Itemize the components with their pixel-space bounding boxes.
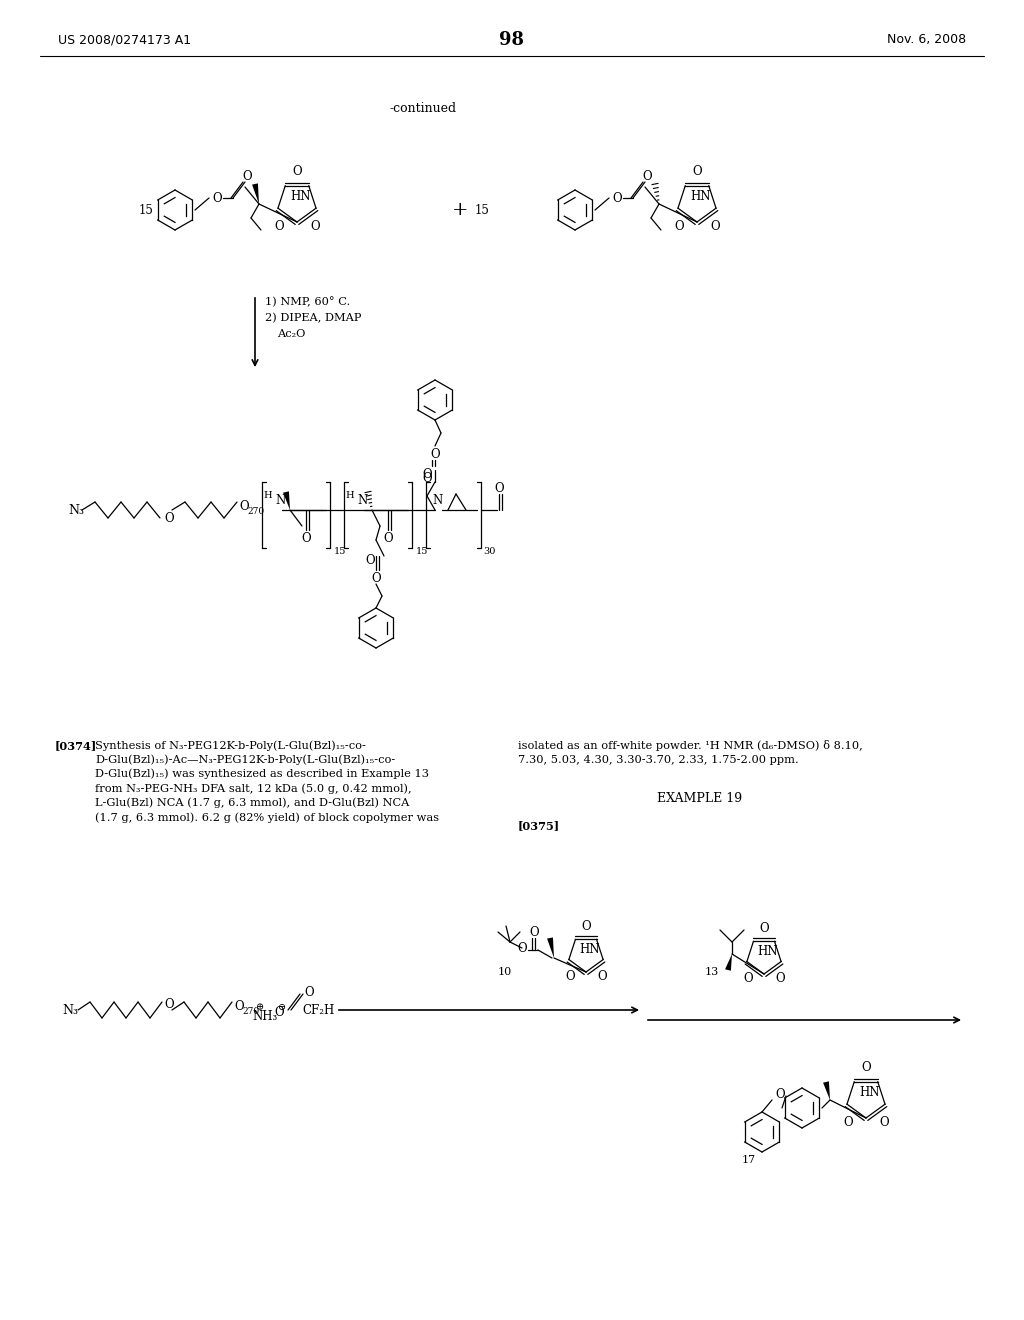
Text: 10: 10 <box>498 968 512 977</box>
Text: N: N <box>432 494 442 507</box>
Text: O: O <box>775 1088 784 1101</box>
Text: 270: 270 <box>247 507 264 516</box>
Text: H: H <box>264 491 272 500</box>
Text: N₃: N₃ <box>68 503 84 516</box>
Text: O: O <box>422 471 432 484</box>
Polygon shape <box>283 491 290 510</box>
Text: O: O <box>675 220 684 232</box>
Text: Synthesis of N₃-PEG12K-b-Poly(L-Glu(Bzl)₁₅-co-
D-Glu(Bzl)₁₅)-Ac—N₃-PEG12K-b-Poly: Synthesis of N₃-PEG12K-b-Poly(L-Glu(Bzl)… <box>95 741 439 822</box>
Text: O: O <box>292 165 302 178</box>
Text: O: O <box>430 447 440 461</box>
Text: O: O <box>274 220 284 232</box>
Text: 98: 98 <box>500 30 524 49</box>
Text: O: O <box>844 1115 853 1129</box>
Text: HN: HN <box>290 190 310 203</box>
Polygon shape <box>252 183 259 205</box>
Text: O: O <box>164 998 174 1011</box>
Text: O: O <box>243 170 252 183</box>
Text: 1) NMP, 60° C.: 1) NMP, 60° C. <box>265 297 350 308</box>
Text: O: O <box>422 467 432 480</box>
Text: O: O <box>612 191 622 205</box>
Text: N: N <box>357 494 368 507</box>
Text: 15: 15 <box>475 203 489 216</box>
Text: -continued: -continued <box>390 102 457 115</box>
Text: O: O <box>301 532 311 544</box>
Text: US 2008/0274173 A1: US 2008/0274173 A1 <box>58 33 191 46</box>
Text: HN: HN <box>758 945 778 958</box>
Text: O: O <box>310 220 319 232</box>
Text: NH₃: NH₃ <box>252 1010 278 1023</box>
Text: O: O <box>775 972 785 985</box>
Text: O: O <box>529 925 539 939</box>
Text: O: O <box>274 1006 284 1019</box>
Text: Nov. 6, 2008: Nov. 6, 2008 <box>887 33 966 46</box>
Text: N₃: N₃ <box>62 1003 78 1016</box>
Text: O: O <box>642 170 652 183</box>
Text: O: O <box>879 1115 889 1129</box>
Text: [0375]: [0375] <box>518 820 560 832</box>
Text: O: O <box>759 921 769 935</box>
Text: ⊖: ⊖ <box>278 1003 286 1012</box>
Text: O: O <box>565 970 574 983</box>
Text: O: O <box>495 482 504 495</box>
Text: O: O <box>212 191 222 205</box>
Polygon shape <box>547 937 554 958</box>
Text: O: O <box>383 532 393 544</box>
Text: O: O <box>743 972 753 985</box>
Text: O: O <box>234 999 244 1012</box>
Text: 13: 13 <box>705 968 719 977</box>
Text: O: O <box>371 572 381 585</box>
Text: EXAMPLE 19: EXAMPLE 19 <box>657 792 742 805</box>
Text: +: + <box>452 201 468 219</box>
Text: N: N <box>275 494 286 507</box>
Polygon shape <box>725 954 732 970</box>
Text: O: O <box>861 1061 870 1074</box>
Text: 15: 15 <box>139 203 154 216</box>
Text: isolated as an off-white powder. ¹H NMR (d₆-DMSO) δ 8.10,
7.30, 5.03, 4.30, 3.30: isolated as an off-white powder. ¹H NMR … <box>518 741 863 764</box>
Text: [0374]: [0374] <box>55 741 97 751</box>
Text: O: O <box>517 941 526 954</box>
Text: O: O <box>366 553 375 566</box>
Text: 270: 270 <box>242 1007 259 1016</box>
Text: H: H <box>346 491 354 500</box>
Text: Ac₂O: Ac₂O <box>278 329 305 339</box>
Text: O: O <box>582 920 591 933</box>
Text: O: O <box>239 499 249 512</box>
Text: 15: 15 <box>334 548 346 557</box>
Text: O: O <box>304 986 313 998</box>
Text: O: O <box>692 165 701 178</box>
Text: 15: 15 <box>416 548 428 557</box>
Text: O: O <box>164 511 174 524</box>
Text: 2) DIPEA, DMAP: 2) DIPEA, DMAP <box>265 313 361 323</box>
Text: 30: 30 <box>483 548 496 557</box>
Text: O: O <box>597 970 607 983</box>
Text: HN: HN <box>859 1086 880 1100</box>
Text: HN: HN <box>580 942 600 956</box>
Text: ⊕: ⊕ <box>256 1003 264 1012</box>
Text: O: O <box>710 220 720 232</box>
Text: HN: HN <box>690 190 711 203</box>
Polygon shape <box>823 1081 830 1100</box>
Text: 17: 17 <box>742 1155 756 1166</box>
Text: CF₂H: CF₂H <box>302 1003 334 1016</box>
